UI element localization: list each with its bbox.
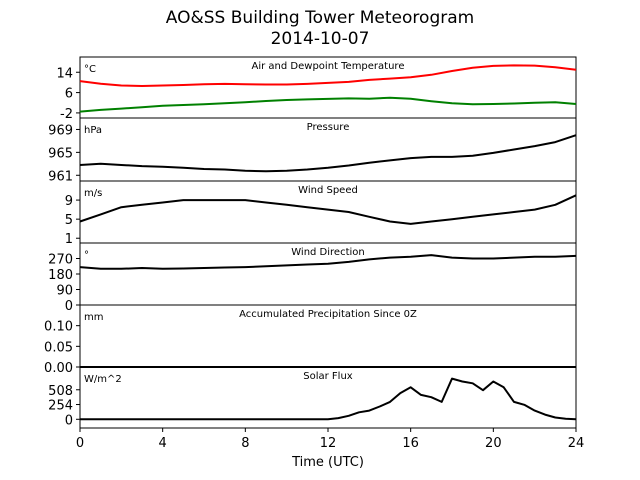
- series-line-1: [79, 96, 577, 113]
- figure-date: 2014-10-07: [270, 29, 370, 49]
- y-tick-label: -2: [60, 107, 73, 122]
- panel-title: Air and Dewpoint Temperature: [252, 61, 405, 72]
- panel-title: Wind Direction: [291, 247, 365, 258]
- panel-title: Accumulated Precipitation Since 0Z: [239, 309, 417, 320]
- panel-1: 961 965 969 hPa Pressure: [48, 117, 577, 184]
- y-tick-label: 969: [48, 123, 73, 138]
- y-tick-label: 254: [48, 399, 73, 414]
- panel-title: Wind Speed: [298, 185, 358, 196]
- x-tick-label: 24: [568, 436, 585, 451]
- series-line-0: [79, 64, 577, 87]
- panel-4: 0.00 0.05 0.10 mm Accumulated Precipitation …: [44, 304, 577, 376]
- panel-0: -2 6 14 °C Air and Dewpoint Temperature: [56, 56, 577, 122]
- y-tick-label: 508: [48, 384, 73, 399]
- y-tick-label: 0.05: [44, 340, 73, 355]
- series-line-0: [79, 134, 577, 173]
- y-tick-label: 9: [65, 194, 73, 209]
- x-tick-label: 12: [320, 436, 337, 451]
- series-line-0: [79, 254, 577, 270]
- x-tick-label: 4: [159, 436, 167, 451]
- x-axis-label: Time (UTC): [291, 455, 364, 470]
- y-tick-label: 5: [65, 213, 73, 228]
- panel-unit-label: °C: [84, 64, 96, 75]
- panel-unit-label: m/s: [84, 188, 102, 199]
- panel-unit-label: hPa: [84, 125, 102, 136]
- x-tick-label: 20: [485, 436, 502, 451]
- panel-title: Solar Flux: [303, 371, 353, 382]
- series-line-0: [79, 194, 577, 225]
- y-tick-label: 965: [48, 146, 73, 161]
- y-tick-label: 0: [65, 299, 73, 314]
- x-tick-label: 16: [402, 436, 419, 451]
- y-tick-label: 6: [65, 87, 73, 102]
- y-tick-label: 1: [65, 232, 73, 247]
- panel-unit-label: mm: [84, 312, 103, 323]
- panel-title: Pressure: [307, 122, 350, 133]
- y-tick-label: 0.10: [44, 320, 73, 335]
- y-tick-label: 0: [65, 413, 73, 428]
- panel-unit-label: °: [84, 250, 89, 261]
- panel-unit-label: W/m^2: [84, 374, 122, 385]
- y-tick-label: 961: [48, 169, 73, 184]
- y-tick-label: 14: [56, 66, 73, 81]
- x-tick-label: 8: [241, 436, 249, 451]
- y-tick-label: 180: [48, 268, 73, 283]
- y-tick-label: 90: [56, 284, 73, 299]
- panel-2: 1 5 9 m/s Wind Speed: [65, 180, 577, 247]
- figure-title: AO&SS Building Tower Meteorogram: [165, 8, 475, 28]
- series-line-0: [80, 377, 577, 421]
- y-tick-label: 270: [48, 253, 73, 268]
- x-tick-label: 0: [76, 436, 84, 451]
- y-tick-label: 0.00: [44, 361, 73, 376]
